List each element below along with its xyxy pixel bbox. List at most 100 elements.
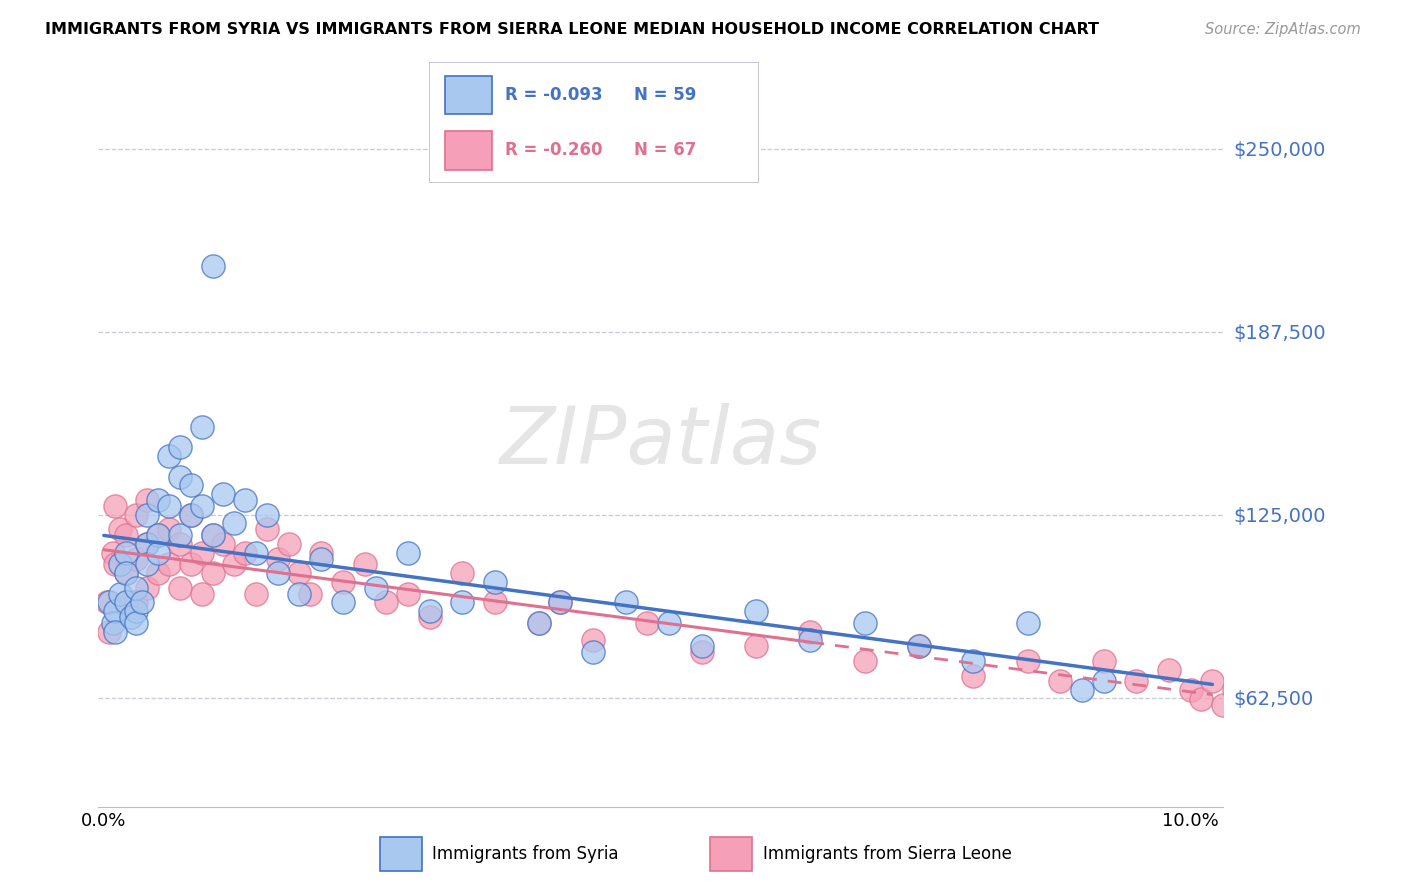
Point (101, 615, 124, 630)
Point (136, 581, 159, 595)
Point (1201, 674, 1223, 689)
Point (690, 640, 713, 654)
Point (375, 595, 398, 609)
Point (799, 624, 821, 639)
Point (1092, 654, 1115, 668)
Point (267, 551, 290, 566)
Point (96, 595, 118, 609)
Point (180, 508, 202, 522)
Point (277, 537, 299, 551)
Point (1092, 674, 1115, 689)
Point (332, 595, 354, 609)
Point (299, 587, 322, 601)
Point (267, 566, 290, 581)
Point (853, 615, 876, 630)
Point (658, 615, 681, 630)
Point (396, 546, 419, 560)
Point (908, 640, 931, 654)
Point (1180, 683, 1202, 698)
Text: R = -0.260: R = -0.260 (505, 141, 602, 160)
Point (125, 604, 148, 618)
Point (245, 546, 267, 560)
Point (125, 551, 148, 566)
Point (1071, 683, 1094, 698)
Point (98, 595, 121, 609)
Point (169, 528, 191, 542)
Point (120, 610, 142, 624)
Point (212, 487, 235, 501)
Point (104, 499, 127, 513)
Point (1233, 704, 1256, 718)
Point (148, 566, 170, 581)
Point (169, 469, 191, 483)
Point (288, 566, 311, 581)
Point (1049, 674, 1071, 689)
Point (136, 558, 159, 572)
Point (104, 558, 127, 572)
Point (256, 508, 278, 522)
Point (190, 587, 212, 601)
Point (224, 558, 246, 572)
Point (201, 528, 224, 542)
Point (180, 558, 202, 572)
Point (125, 581, 148, 595)
Point (1157, 663, 1180, 677)
Point (1244, 692, 1267, 706)
Point (131, 595, 153, 609)
Point (288, 587, 311, 601)
Point (114, 546, 136, 560)
Point (582, 633, 605, 648)
Point (148, 528, 170, 542)
Text: N = 59: N = 59 (634, 86, 696, 104)
Point (224, 516, 246, 531)
Point (125, 508, 148, 522)
Point (190, 546, 212, 560)
Point (108, 558, 131, 572)
Point (745, 640, 768, 654)
Point (451, 595, 474, 609)
Text: Immigrants from Syria: Immigrants from Syria (433, 845, 619, 863)
Point (419, 610, 441, 624)
Point (451, 566, 474, 581)
Point (201, 259, 224, 273)
Point (212, 537, 235, 551)
FancyBboxPatch shape (446, 76, 492, 114)
Point (190, 499, 212, 513)
Point (201, 528, 224, 542)
Point (527, 615, 550, 630)
Point (169, 537, 191, 551)
Point (108, 587, 131, 601)
Point (157, 522, 180, 536)
Point (636, 615, 658, 630)
Point (136, 537, 159, 551)
Point (396, 587, 419, 601)
Point (256, 522, 278, 536)
Text: Source: ZipAtlas.com: Source: ZipAtlas.com (1205, 22, 1361, 37)
Point (169, 441, 191, 455)
Point (484, 595, 506, 609)
Point (136, 493, 159, 508)
Point (550, 595, 572, 609)
Point (1223, 683, 1246, 698)
Point (148, 528, 170, 542)
Point (419, 604, 441, 618)
Text: N = 67: N = 67 (634, 141, 696, 160)
Point (148, 493, 170, 508)
Text: Immigrants from Sierra Leone: Immigrants from Sierra Leone (762, 845, 1012, 863)
Point (120, 595, 142, 609)
Text: ZIPatlas: ZIPatlas (499, 402, 823, 481)
Point (745, 604, 768, 618)
Point (108, 522, 131, 536)
Point (136, 508, 159, 522)
Point (245, 587, 267, 601)
Point (101, 546, 124, 560)
FancyBboxPatch shape (710, 837, 752, 871)
Text: IMMIGRANTS FROM SYRIA VS IMMIGRANTS FROM SIERRA LEONE MEDIAN HOUSEHOLD INCOME CO: IMMIGRANTS FROM SYRIA VS IMMIGRANTS FROM… (45, 22, 1099, 37)
Point (1191, 692, 1213, 706)
Point (114, 566, 136, 581)
Point (690, 645, 713, 659)
Point (104, 604, 127, 618)
Point (114, 595, 136, 609)
Point (180, 508, 202, 522)
Point (1017, 654, 1039, 668)
